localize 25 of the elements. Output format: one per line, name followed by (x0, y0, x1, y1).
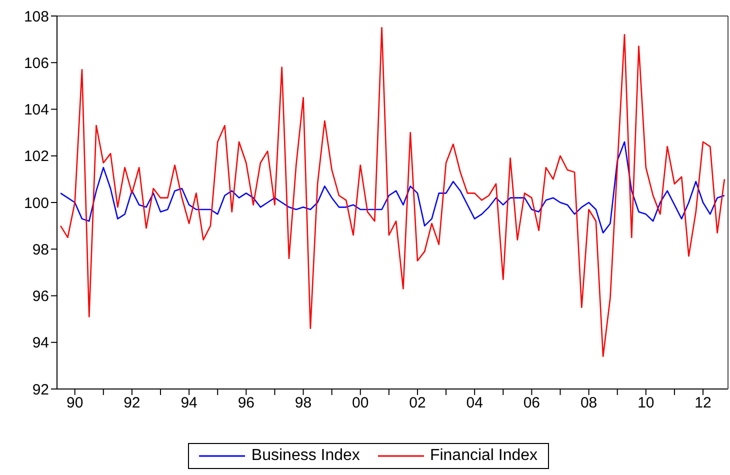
x-tick-label: 12 (694, 394, 712, 412)
y-tick-label: 104 (24, 102, 49, 119)
x-tick-label: 06 (523, 394, 540, 412)
y-tick-label: 102 (24, 148, 49, 166)
x-tick-label: 00 (352, 394, 369, 412)
x-tick-label: 94 (180, 394, 198, 412)
y-tick-label: 100 (24, 194, 49, 212)
y-tick-label: 96 (32, 288, 49, 306)
y-tick-label: 98 (32, 241, 49, 258)
legend-label: Business Index (250, 447, 360, 465)
y-tick-label: 108 (24, 8, 49, 26)
legend-label: Financial Index (428, 447, 538, 465)
y-tick-label: 94 (32, 334, 49, 352)
line-series (60, 27, 726, 358)
x-tick-label: 10 (638, 394, 654, 412)
x-tick-label: 04 (466, 394, 483, 412)
y-tick-label: 106 (24, 54, 49, 72)
x-tick-label: 08 (580, 394, 598, 412)
x-tick-label: 96 (238, 394, 255, 412)
x-tick-label: 02 (409, 394, 426, 412)
x-tick-label: 98 (294, 394, 312, 412)
x-tick-label: 90 (66, 394, 84, 412)
x-tick-label: 92 (124, 394, 140, 412)
line-series (60, 141, 726, 234)
y-tick-label: 92 (32, 381, 49, 398)
